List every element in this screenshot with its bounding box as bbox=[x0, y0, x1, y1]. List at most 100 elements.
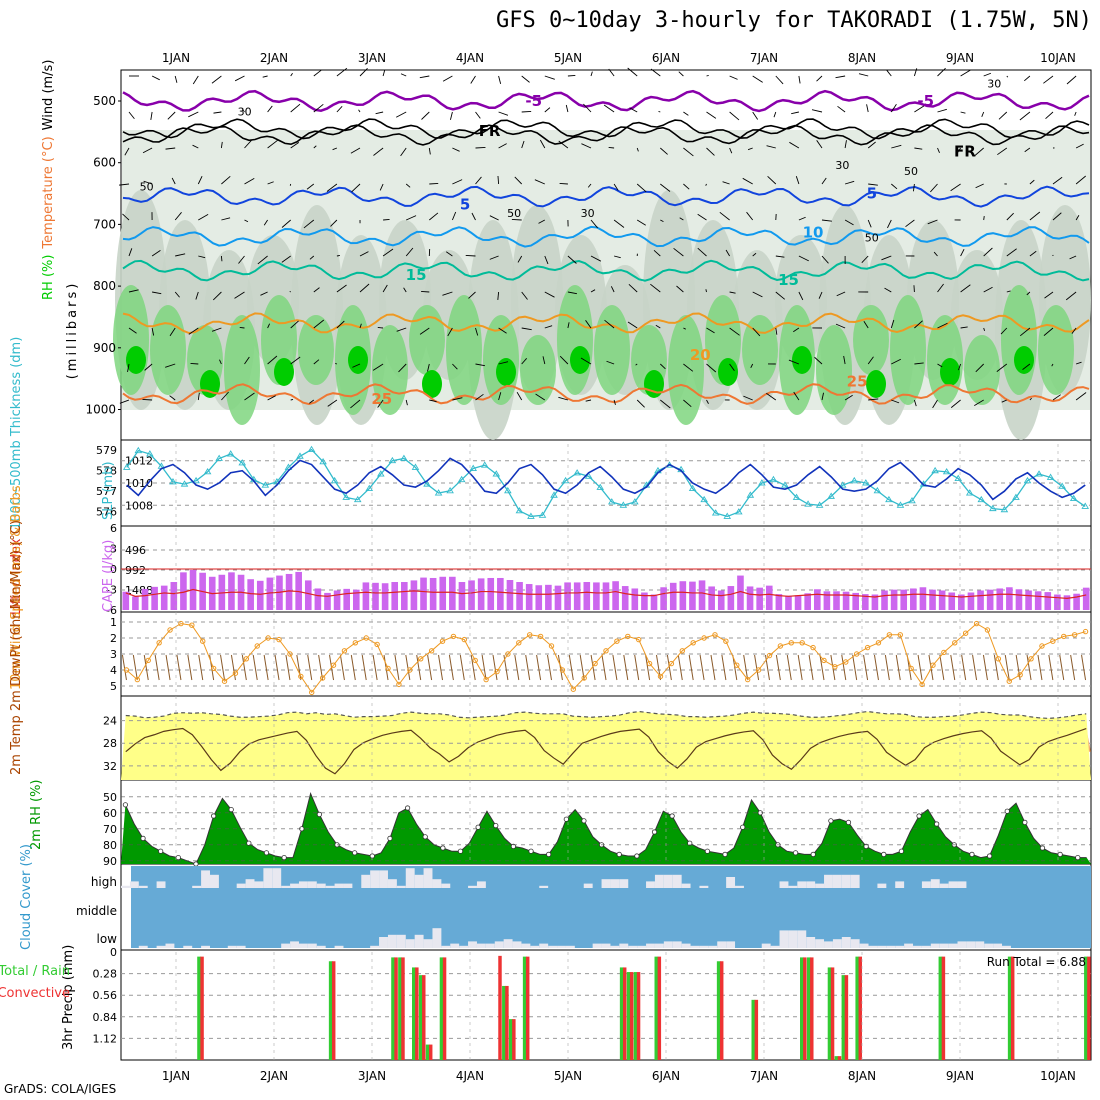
cape-bar bbox=[170, 582, 178, 610]
cape-bar bbox=[429, 577, 437, 610]
cape-bar bbox=[554, 585, 562, 610]
cape-bar bbox=[324, 592, 331, 610]
cloud-high-bar bbox=[441, 883, 451, 888]
wind-barb bbox=[950, 399, 961, 408]
wind-barb bbox=[636, 147, 639, 152]
wind-barb bbox=[881, 255, 892, 261]
wind-barb bbox=[400, 73, 407, 77]
wind-speed-marker bbox=[559, 667, 566, 673]
precip-convective-bar bbox=[1087, 956, 1091, 1060]
rh2m-marker bbox=[546, 851, 552, 858]
wind-barb bbox=[997, 147, 1008, 156]
wind-barb bbox=[697, 247, 707, 257]
wind-speed-marker bbox=[265, 635, 271, 641]
slp-marker bbox=[192, 476, 200, 484]
cape-bar bbox=[813, 589, 821, 610]
contour-label: 25 bbox=[847, 373, 868, 391]
rh-shade-dark bbox=[274, 358, 294, 386]
wind-barb-10m bbox=[993, 654, 999, 681]
slp-marker bbox=[469, 464, 477, 471]
wind-barb bbox=[1043, 327, 1054, 336]
wind-barb bbox=[174, 212, 182, 221]
contour-label: 5 bbox=[460, 196, 470, 214]
cloud-high-bar bbox=[957, 881, 967, 888]
wind-barb bbox=[816, 140, 823, 149]
rh2m-marker bbox=[528, 848, 534, 854]
wind-barb bbox=[475, 146, 486, 149]
slp-marker bbox=[838, 481, 847, 488]
wind-speed-marker bbox=[712, 632, 718, 638]
slp-marker bbox=[226, 450, 235, 457]
precip-total-bar bbox=[197, 956, 202, 1060]
wind-barb bbox=[303, 219, 315, 229]
wind-barb bbox=[169, 327, 176, 337]
wind-speed-marker bbox=[1028, 656, 1034, 662]
slp-marker bbox=[550, 491, 558, 498]
wind-barb bbox=[706, 75, 709, 77]
wind-barb bbox=[912, 183, 915, 192]
wind-barb-10m bbox=[1026, 654, 1032, 681]
wind-barb-10m bbox=[230, 654, 236, 681]
wind-speed-marker bbox=[875, 640, 882, 646]
wind-speed-marker bbox=[450, 633, 457, 640]
wind-barb bbox=[267, 181, 274, 185]
wind-barb-10m bbox=[917, 654, 923, 681]
axis-label-wind10: 10m Wind Speed (m/s) & Barbs bbox=[9, 485, 24, 690]
rh-shade-dark bbox=[348, 346, 368, 374]
rh-shade-mid bbox=[224, 315, 260, 425]
wind-barb bbox=[351, 183, 361, 193]
cloud-low-bar bbox=[592, 943, 602, 948]
slp-marker bbox=[735, 508, 743, 515]
wind-speed-marker bbox=[319, 675, 326, 681]
wind-barb bbox=[627, 67, 638, 77]
wind-barb bbox=[521, 140, 525, 149]
wind-barb bbox=[613, 183, 619, 191]
cloud-low-bar bbox=[396, 934, 406, 948]
rh-shade-mid bbox=[520, 335, 556, 405]
legend-convective: Convective bbox=[0, 986, 70, 1001]
wind-barb bbox=[635, 363, 638, 366]
wind-barb bbox=[975, 183, 984, 189]
wind-tick-label: 4 bbox=[110, 664, 117, 677]
precip-total-bar bbox=[619, 967, 624, 1060]
contour-label: 25 bbox=[371, 390, 392, 408]
cloud-low-bar bbox=[183, 945, 193, 948]
wind-speed-marker bbox=[145, 657, 151, 664]
wind-barb-10m bbox=[514, 654, 520, 681]
rh2m-marker bbox=[581, 818, 587, 824]
wind-barb bbox=[475, 176, 482, 185]
slp-marker bbox=[827, 492, 835, 499]
wind-barb bbox=[309, 255, 315, 260]
rh2m-marker bbox=[263, 850, 270, 856]
cloud-low-bar bbox=[770, 945, 780, 948]
wind-barb bbox=[567, 322, 570, 329]
temperature-contour bbox=[122, 383, 1090, 406]
wind-barb bbox=[891, 183, 898, 190]
wind-barb bbox=[636, 399, 645, 408]
wind-barb bbox=[521, 110, 532, 113]
cloud-high-bar bbox=[921, 881, 931, 888]
precip-total-bar bbox=[425, 1044, 430, 1060]
axis-label-rh2m: 2m RH (%) bbox=[29, 779, 44, 850]
wind-speed-marker bbox=[995, 656, 1002, 662]
wind-barb bbox=[192, 75, 199, 85]
rh-shade-mid bbox=[1001, 285, 1037, 395]
precip-convective-bar bbox=[331, 961, 336, 1060]
slp-marker bbox=[434, 489, 443, 496]
wind-barb bbox=[151, 249, 161, 257]
cape-bar bbox=[1034, 591, 1042, 610]
wind-barb bbox=[375, 111, 384, 115]
wind-speed-marker bbox=[385, 665, 391, 672]
top-date-label: 4JAN bbox=[456, 51, 484, 65]
wind-barb bbox=[263, 219, 268, 226]
wind-barb bbox=[937, 67, 946, 77]
cloud-low-bar bbox=[690, 945, 700, 948]
wind-barb bbox=[220, 255, 223, 262]
wind-barb bbox=[1066, 75, 1077, 85]
wind-barb bbox=[313, 69, 322, 77]
temperature-contour bbox=[122, 124, 1090, 146]
cape-bar bbox=[765, 585, 773, 610]
wind-barb-10m bbox=[470, 654, 476, 681]
contour-label: 10 bbox=[803, 223, 824, 241]
